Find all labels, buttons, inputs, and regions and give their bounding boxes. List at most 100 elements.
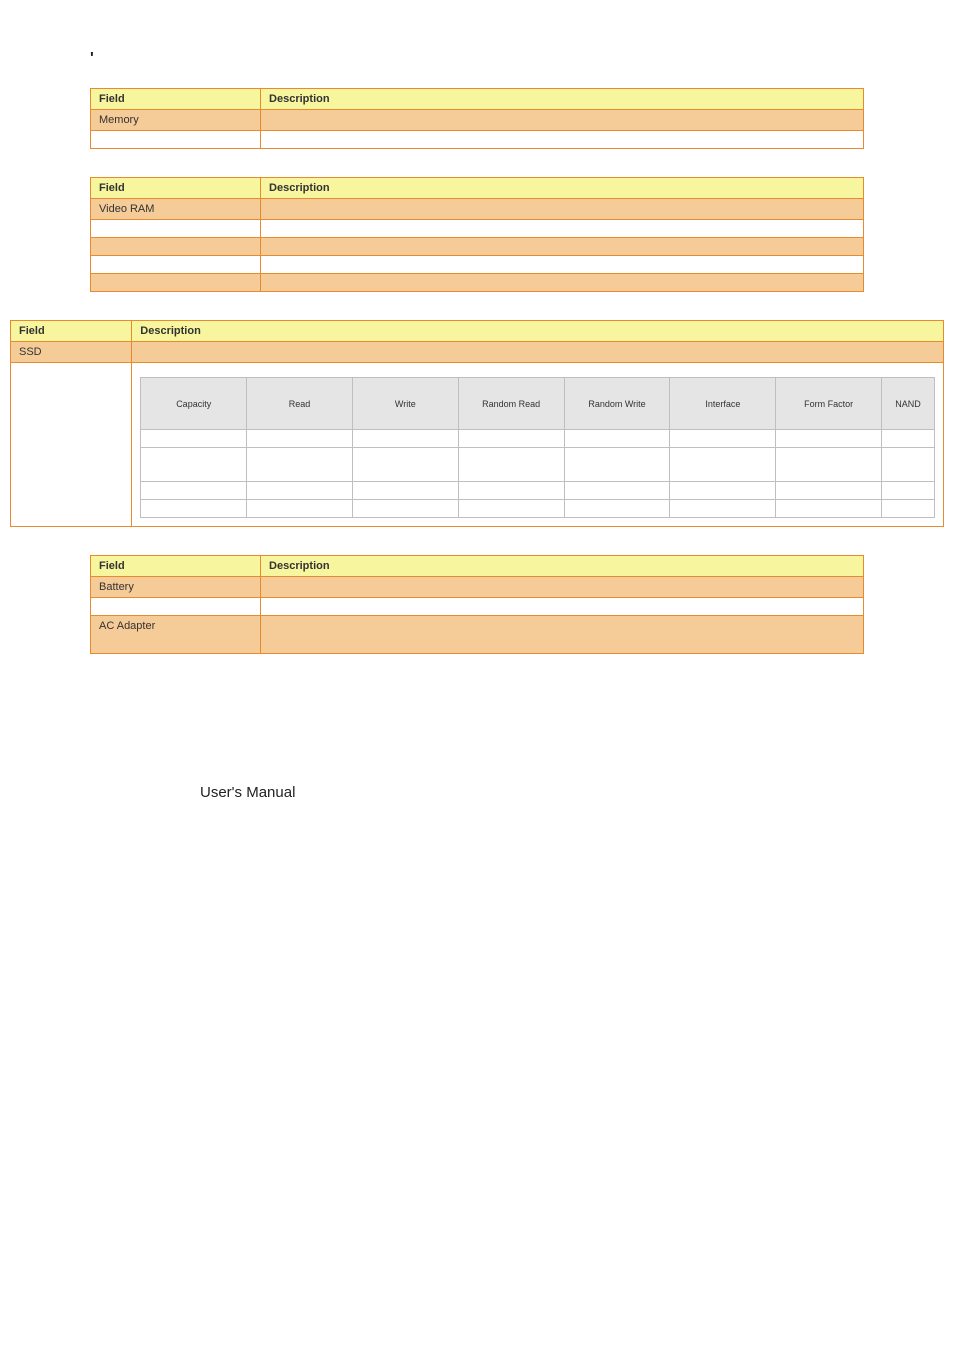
spec-value (261, 274, 864, 292)
nested-cell (564, 482, 670, 500)
nested-row (141, 500, 935, 518)
nested-row (141, 482, 935, 500)
table-row: Battery (91, 577, 864, 598)
ssd-table-wrap: Field Description SSD Capacity Read Writ… (10, 320, 944, 527)
power-table: Field Description Battery AC Adapter (90, 555, 864, 654)
nested-cell (670, 448, 776, 482)
spec-value (261, 577, 864, 598)
spec-label (91, 598, 261, 616)
nested-cell (564, 500, 670, 518)
nested-cell (776, 482, 882, 500)
spec-value (261, 238, 864, 256)
table-row: Memory (91, 110, 864, 131)
table-header-row: Field Description (11, 321, 944, 342)
nested-cell (352, 482, 458, 500)
nested-cell (141, 500, 247, 518)
nested-cell (564, 430, 670, 448)
nested-cell (247, 500, 353, 518)
spec-value (261, 616, 864, 654)
spec-label (91, 238, 261, 256)
table-row (91, 238, 864, 256)
nested-table-cell: Capacity Read Write Random Read Random W… (132, 363, 944, 527)
nested-cell (882, 430, 935, 448)
spec-label: Battery (91, 577, 261, 598)
power-table-wrap: Field Description Battery AC Adapter (90, 555, 864, 654)
nested-cell (141, 430, 247, 448)
spec-label: Memory (91, 110, 261, 131)
nested-cell (141, 482, 247, 500)
nested-cell (458, 430, 564, 448)
header-cell: Field (91, 556, 261, 577)
spec-label: AC Adapter (91, 616, 261, 654)
nested-cell (670, 500, 776, 518)
table-row: Video RAM (91, 199, 864, 220)
nested-cell (458, 482, 564, 500)
nested-row (141, 430, 935, 448)
video-table-wrap: Field Description Video RAM (90, 177, 864, 292)
spec-value (261, 256, 864, 274)
spec-label: SSD (11, 342, 132, 363)
spec-value (132, 342, 944, 363)
nested-cell (776, 500, 882, 518)
ssd-nested-table: Capacity Read Write Random Read Random W… (140, 377, 935, 518)
nested-cell (458, 500, 564, 518)
nested-cell (670, 430, 776, 448)
nested-cell (776, 448, 882, 482)
table-header-row: Field Description (91, 178, 864, 199)
spec-label (91, 256, 261, 274)
header-cell: Field (11, 321, 132, 342)
nested-header: Random Write (564, 378, 670, 430)
ssd-table: Field Description SSD Capacity Read Writ… (10, 320, 944, 527)
table-row (91, 131, 864, 149)
nested-header: Interface (670, 378, 776, 430)
nested-header: Random Read (458, 378, 564, 430)
video-table: Field Description Video RAM (90, 177, 864, 292)
memory-table: Field Description Memory (90, 88, 864, 149)
header-cell: Description (261, 89, 864, 110)
spec-label: Video RAM (91, 199, 261, 220)
spec-value (261, 110, 864, 131)
memory-table-wrap: Field Description Memory (90, 88, 864, 149)
nested-cell (564, 448, 670, 482)
header-cell: Description (132, 321, 944, 342)
nested-cell (458, 448, 564, 482)
nested-header-row: Capacity Read Write Random Read Random W… (141, 378, 935, 430)
table-row (91, 598, 864, 616)
table-row: SSD (11, 342, 944, 363)
spec-label (91, 274, 261, 292)
header-cell: Field (91, 178, 261, 199)
footer-title: User's Manual (200, 784, 295, 801)
spec-value (261, 131, 864, 149)
nested-header: Write (352, 378, 458, 430)
table-row (91, 220, 864, 238)
table-row (91, 274, 864, 292)
nested-cell (352, 500, 458, 518)
page: ' Field Description Memory Field Descrip… (0, 0, 954, 841)
spec-value (261, 199, 864, 220)
nested-cell (882, 448, 935, 482)
table-row: AC Adapter (91, 616, 864, 654)
table-row (91, 256, 864, 274)
table-header-row: Field Description (91, 89, 864, 110)
spec-value (261, 598, 864, 616)
header-cell: Description (261, 556, 864, 577)
nested-header: Read (247, 378, 353, 430)
spec-value (261, 220, 864, 238)
spec-label (91, 131, 261, 149)
spec-label (11, 363, 132, 527)
page-footer: User's Manual (90, 784, 864, 801)
nested-cell (247, 482, 353, 500)
nested-cell (776, 430, 882, 448)
nested-cell (882, 482, 935, 500)
header-cell: Field (91, 89, 261, 110)
nested-cell (247, 430, 353, 448)
table-row: Capacity Read Write Random Read Random W… (11, 363, 944, 527)
nested-header: Form Factor (776, 378, 882, 430)
nested-cell (247, 448, 353, 482)
spec-label (91, 220, 261, 238)
section-title: ' (90, 50, 864, 68)
nested-cell (141, 448, 247, 482)
nested-header: Capacity (141, 378, 247, 430)
table-header-row: Field Description (91, 556, 864, 577)
nested-cell (670, 482, 776, 500)
